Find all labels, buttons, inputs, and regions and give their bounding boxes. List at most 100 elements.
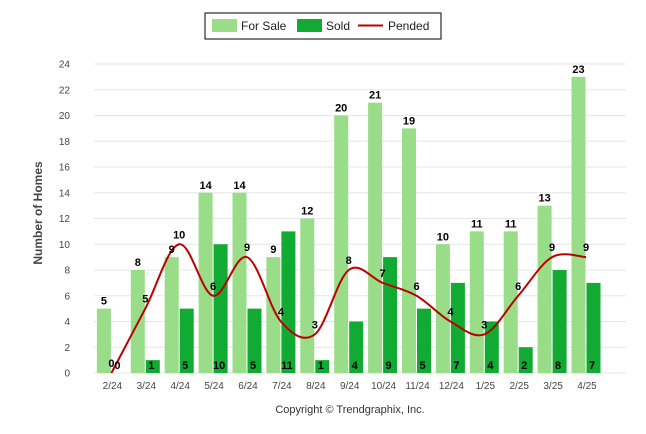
y-axis-label: Number of Homes [31,161,45,265]
data-label-sold: 11 [281,360,293,372]
data-label-for-sale: 23 [572,64,584,76]
x-tick-label: 3/25 [543,381,563,392]
data-label-for-sale: 8 [135,257,141,269]
data-label-for-sale: 13 [538,193,550,205]
bar-for-sale [537,205,552,373]
data-label-sold: 8 [555,360,561,372]
data-label-sold: 7 [453,360,459,372]
data-label-sold: 4 [352,360,359,372]
data-label-sold: 4 [487,360,494,372]
bar-sold [484,321,499,373]
bar-sold [586,282,601,373]
data-label-pended: 8 [346,255,352,267]
data-label-for-sale: 11 [505,218,517,230]
bar-for-sale [571,76,586,373]
data-label-pended: 6 [515,281,521,293]
y-tick-label: 16 [59,163,71,174]
data-label-pended: 4 [447,307,454,319]
legend-swatch-sold [297,19,322,32]
x-tick-label: 10/24 [371,381,396,392]
x-tick-label: 6/24 [238,381,258,392]
x-tick-label: 9/24 [340,381,360,392]
data-label-sold: 1 [318,360,324,372]
data-label-for-sale: 9 [270,244,276,256]
bar-for-sale [435,244,450,373]
data-label-sold: 5 [419,360,425,372]
bar-for-sale [164,257,179,373]
x-tick-label: 1/25 [476,381,496,392]
data-labels: 5081951410145911121204219195107114112138… [101,64,595,372]
data-label-sold: 7 [589,360,595,372]
x-tick-label: 4/24 [170,381,190,392]
y-tick-label: 12 [59,214,71,225]
x-axis-ticks: 2/24 3/24 4/24 5/24 6/24 7/24 8/24 9/24 10/24 11/… [103,381,598,392]
data-label-pended: 3 [481,319,487,331]
bar-sold [552,270,567,373]
x-tick-label: 12/24 [439,381,464,392]
data-label-for-sale: 14 [233,180,246,192]
data-label-for-sale: 12 [301,206,313,218]
x-tick-label: 5/24 [204,381,224,392]
data-label-for-sale: 5 [101,296,107,308]
pended-line-layer [110,243,587,374]
data-label-for-sale: 21 [369,90,381,102]
bar-sold [247,308,262,373]
bar-sold [349,321,364,373]
data-label-pended: 9 [583,242,589,254]
bar-for-sale [368,102,383,373]
bar-for-sale [402,128,416,373]
bar-for-sale [334,115,349,373]
data-label-pended: 4 [278,307,285,319]
bar-sold [145,360,160,373]
y-tick-label: 14 [59,188,71,199]
bars [96,76,601,373]
y-tick-label: 2 [64,343,70,354]
x-tick-label: 2/24 [103,381,123,392]
bar-for-sale [503,231,518,373]
y-tick-label: 20 [59,111,71,122]
y-tick-label: 18 [59,137,71,148]
y-tick-label: 6 [64,291,70,302]
bar-sold [417,308,431,373]
bar-sold [518,347,533,373]
data-label-sold: 5 [250,360,256,372]
x-tick-label: 2/25 [509,381,529,392]
data-label-pended: 6 [210,281,216,293]
x-tick-label: 8/24 [306,381,326,392]
pended-line [110,243,587,374]
y-tick-label: 8 [64,266,70,277]
bar-for-sale [300,218,315,373]
bar-for-sale [96,308,111,373]
data-label-for-sale: 10 [437,231,449,243]
legend-box [204,12,442,40]
legend-label-for-sale: For Sale [241,19,287,33]
y-tick-label: 22 [59,85,71,96]
copyright-footer: Copyright © Trendgraphix, Inc. [275,404,424,416]
data-label-pended: 5 [142,294,148,306]
bar-for-sale [232,192,247,373]
data-label-sold: 5 [182,360,188,372]
x-tick-label: 4/25 [577,381,597,392]
bar-sold [213,244,228,373]
y-tick-label: 4 [64,317,70,328]
data-label-for-sale: 19 [403,115,415,127]
bar-for-sale [469,231,484,373]
x-tick-label: 7/24 [272,381,292,392]
data-label-pended: 3 [312,319,318,331]
legend-label-sold: Sold [326,19,350,33]
x-tick-label: 3/24 [137,381,157,392]
y-tick-label: 24 [59,60,71,71]
data-label-pended: 10 [173,229,185,241]
data-label-for-sale: 14 [199,180,212,192]
bar-sold [281,231,296,373]
data-label-pended: 7 [380,268,386,280]
data-label-sold: 10 [213,360,225,372]
legend-swatch-for-sale [212,19,237,32]
data-label-pended: 6 [413,281,419,293]
data-label-sold: 0 [114,360,120,372]
data-label-pended: 9 [244,242,250,254]
data-label-for-sale: 20 [335,103,347,115]
data-label-sold: 9 [386,360,392,372]
